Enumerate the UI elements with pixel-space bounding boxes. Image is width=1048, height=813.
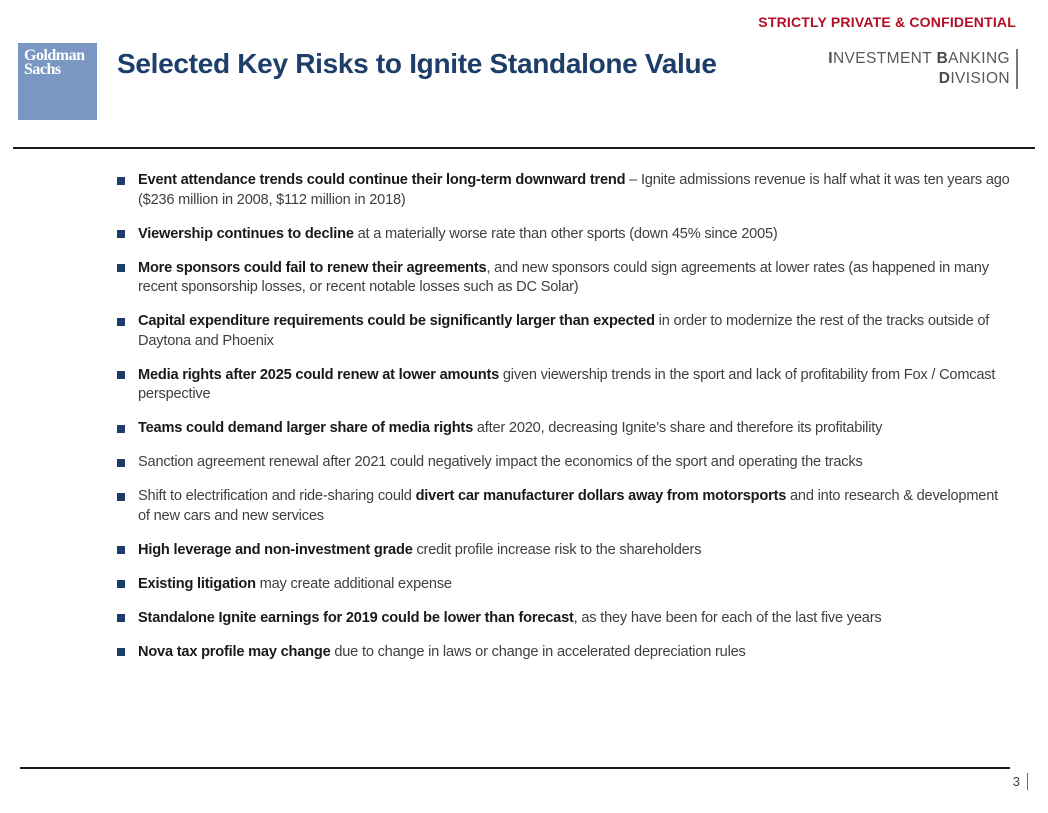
goldman-sachs-logo: Goldman Sachs [18, 43, 97, 120]
text-segment: Media rights after 2025 could renew at l… [138, 366, 500, 383]
footer-divider [20, 767, 1010, 769]
text-segment: Teams could demand larger share of media… [138, 420, 473, 436]
logo-text-line2: Sachs [24, 61, 61, 78]
list-item: High leverage and non-investment grade c… [117, 541, 1010, 561]
logo-text-line1: Goldman [24, 47, 85, 64]
text-segment: Capital expenditure requirements could b… [138, 313, 655, 329]
bullet-square-icon [117, 546, 125, 554]
division-line1: INVESTMENT BANKING [828, 49, 1010, 69]
text-segment: after 2020, decreasing Ignite’s share an… [473, 420, 883, 436]
risk-list: Event attendance trends could continue t… [117, 171, 1010, 677]
text-segment: More sponsors could fail to renew their … [138, 259, 487, 276]
list-item: Teams could demand larger share of media… [117, 419, 1010, 439]
confidential-label: STRICTLY PRIVATE & CONFIDENTIAL [758, 14, 1016, 30]
text-segment: Standalone Ignite earnings for 2019 coul… [138, 609, 574, 626]
text-segment: B [936, 50, 949, 67]
text-segment: Viewership continues to decline [138, 225, 354, 242]
text-segment: NVESTMENT [832, 50, 937, 67]
list-item: Media rights after 2025 could renew at l… [117, 366, 1010, 405]
list-item: Event attendance trends could continue t… [117, 171, 1010, 210]
bullet-square-icon [117, 424, 125, 433]
text-segment: , as they have been for each of the last… [573, 609, 882, 626]
bullet-square-icon [117, 176, 125, 185]
bullet-square-icon [117, 492, 125, 501]
text-segment: ANKING [948, 50, 1010, 67]
text-segment: may create additional expense [255, 575, 452, 592]
bullet-square-icon [117, 230, 125, 238]
bullet-square-icon [117, 614, 125, 622]
text-segment: Existing litigation [138, 575, 256, 592]
text-segment: High leverage and non-investment grade [138, 541, 413, 558]
division-line2: DIVISION [828, 69, 1010, 89]
bullet-square-icon [117, 580, 125, 588]
text-segment: Event attendance trends could continue t… [138, 172, 626, 188]
text-segment: IVISION [950, 70, 1010, 87]
list-item: Nova tax profile may change due to chang… [117, 643, 1010, 663]
list-item: Standalone Ignite earnings for 2019 coul… [117, 609, 1010, 629]
list-item: Viewership continues to decline at a mat… [117, 225, 1010, 245]
text-segment: D [938, 70, 951, 87]
text-segment: in order to modernize the rest of the tr… [138, 313, 990, 349]
text-segment: credit profile increase risk to the shar… [412, 541, 702, 558]
text-segment: Sanction agreement renewal after 2021 co… [138, 454, 863, 470]
bullet-square-icon [117, 317, 125, 326]
bullet-square-icon [117, 458, 125, 467]
bullet-square-icon [117, 371, 125, 379]
text-segment: divert car manufacturer dollars away fro… [415, 488, 787, 504]
text-segment: at a materially worse rate than other sp… [353, 225, 778, 242]
text-segment: I [828, 50, 833, 67]
list-item: Shift to electrification and ride-sharin… [117, 487, 1010, 526]
bullet-square-icon [117, 264, 125, 272]
text-segment: Nova tax profile may change [138, 643, 331, 660]
list-item: Existing litigation may create additiona… [117, 575, 1010, 595]
page-title: Selected Key Risks to Ignite Standalone … [117, 48, 717, 79]
list-item: Capital expenditure requirements could b… [117, 312, 1010, 351]
page-number: 3 [1013, 773, 1028, 790]
text-segment: , and new sponsors could sign agreements… [138, 259, 989, 296]
division-lockup: INVESTMENT BANKING DIVISION [828, 49, 1018, 89]
header-divider [13, 147, 1035, 149]
bullet-square-icon [117, 648, 125, 656]
list-item: Sanction agreement renewal after 2021 co… [117, 453, 1010, 473]
text-segment: and into research & development of new c… [138, 488, 998, 524]
text-segment: – Ignite admissions revenue is half what… [138, 172, 1010, 208]
text-segment: due to change in laws or change in accel… [330, 643, 746, 660]
list-item: More sponsors could fail to renew their … [117, 259, 1010, 298]
text-segment: Shift to electrification and ride-sharin… [138, 488, 416, 504]
text-segment: given viewership trends in the sport and… [138, 366, 996, 403]
